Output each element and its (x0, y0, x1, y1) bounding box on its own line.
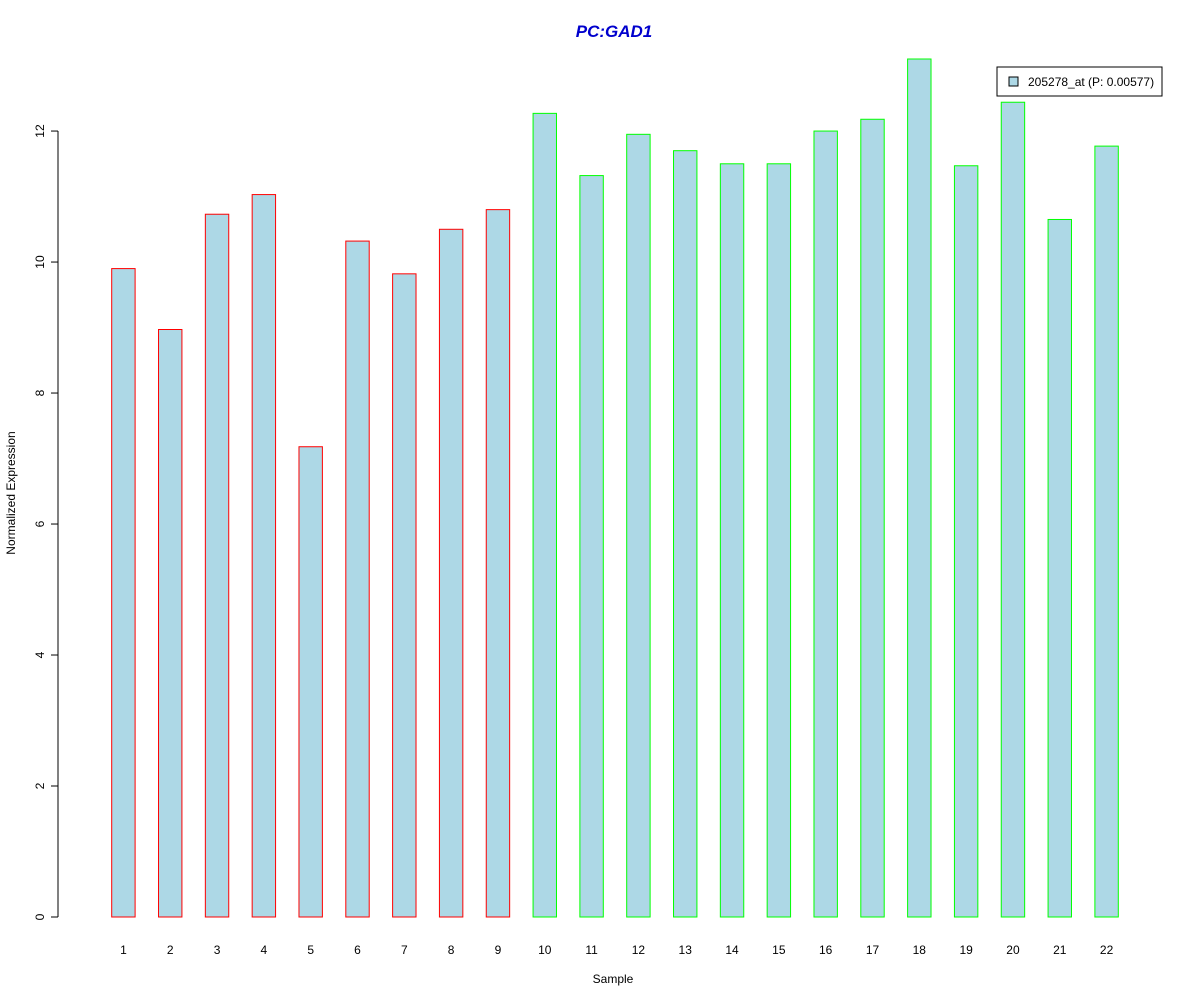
x-tick-label: 5 (307, 943, 314, 957)
y-tick-label: 10 (33, 255, 47, 269)
bar-sample-10 (532, 112, 557, 918)
legend-box (996, 66, 1163, 97)
bar-sample-16 (813, 130, 838, 918)
bar-sample-19 (953, 165, 979, 918)
legend-label: 205278_at (P: 0.00577) (1028, 75, 1154, 89)
bar-sample-18 (907, 58, 932, 918)
x-tick-label: 4 (261, 943, 268, 957)
y-tick-label: 6 (33, 520, 47, 527)
y-tick-label: 12 (33, 124, 47, 138)
y-axis: 0 2 4 6 8 10 12 (33, 124, 59, 920)
bar-sample-15 (766, 163, 792, 918)
x-tick-label: 18 (913, 943, 927, 957)
bar-sample-17 (860, 118, 885, 918)
bar-sample-3 (204, 213, 230, 918)
x-tick-label: 12 (632, 943, 646, 957)
bar-sample-11 (579, 175, 604, 918)
x-tick-label: 9 (495, 943, 502, 957)
legend-swatch (1008, 76, 1019, 87)
bar-sample-7 (392, 273, 417, 918)
bar-sample-12 (626, 133, 651, 918)
y-axis-title: Normalized Expression (4, 431, 18, 554)
x-tick-label: 19 (959, 943, 973, 957)
y-tick-label: 0 (33, 913, 47, 920)
bar-sample-4 (251, 194, 277, 918)
y-tick-label: 2 (33, 782, 47, 789)
x-tick-label: 11 (585, 943, 598, 957)
x-tick-label: 10 (538, 943, 552, 957)
x-tick-label: 22 (1100, 943, 1114, 957)
bar-sample-8 (438, 228, 464, 918)
x-tick-label: 13 (679, 943, 693, 957)
x-tick-label: 21 (1053, 943, 1067, 957)
x-tick-label: 6 (354, 943, 361, 957)
x-tick-label: 15 (772, 943, 786, 957)
y-tick-label: 8 (33, 389, 47, 396)
x-tick-label: 20 (1006, 943, 1020, 957)
bar-sample-6 (345, 240, 370, 918)
x-tick-label: 3 (214, 943, 221, 957)
y-tick-label: 4 (33, 651, 47, 658)
bar-sample-5 (298, 446, 323, 918)
bar-sample-13 (673, 150, 698, 918)
x-tick-label: 1 (120, 943, 127, 957)
bars (111, 58, 1119, 918)
bar-sample-1 (111, 268, 136, 918)
x-tick-label: 7 (401, 943, 408, 957)
x-tick-label: 2 (167, 943, 174, 957)
x-tick-label: 14 (725, 943, 739, 957)
bar-sample-21 (1047, 218, 1072, 918)
x-axis-labels: 1 2 3 4 5 6 7 8 9 10 11 12 13 14 15 16 17 18 19 20 21 22 (120, 943, 1114, 957)
bar-sample-22 (1094, 145, 1119, 918)
bar-sample-20 (1000, 101, 1026, 918)
bar-sample-9 (485, 209, 511, 918)
legend: 205278_at (P: 0.00577) (996, 66, 1163, 97)
x-tick-label: 8 (448, 943, 455, 957)
x-axis-title: Sample (593, 972, 634, 986)
bar-sample-2 (158, 329, 183, 918)
chart-title: PC:GAD1 (576, 22, 653, 41)
x-tick-label: 17 (866, 943, 880, 957)
bar-sample-14 (719, 163, 745, 918)
x-tick-label: 16 (819, 943, 833, 957)
